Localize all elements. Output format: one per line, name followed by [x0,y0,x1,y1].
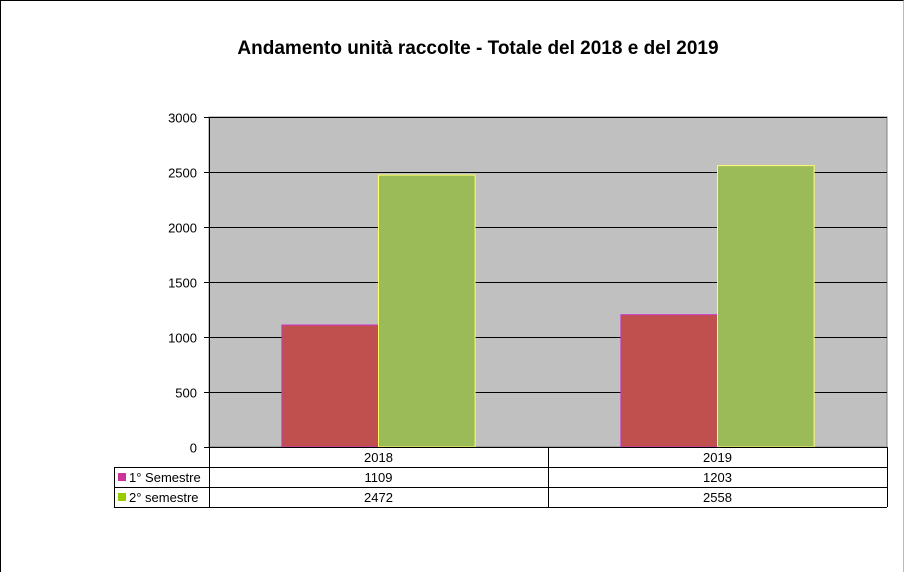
data-label: 1203 [703,470,732,485]
chart-title: Andamento unità raccolte - Totale del 20… [237,38,719,59]
y-tick-label: 500 [175,386,197,401]
legend-label: 1° Semestre [129,470,201,485]
data-label: 1109 [365,470,393,485]
data-label: 2472 [364,490,393,505]
y-tick-label: 2000 [168,221,197,236]
data-table: 2018 2019 1° Semestre 1109 1203 2° semestre 24… [114,447,888,508]
bar-2018-series-2 [378,174,476,448]
x-tick-label: 2019 [703,450,732,465]
x-tick-label: 2018 [364,450,393,465]
bar-2019-series-2 [717,165,815,448]
y-tick-label: 2500 [168,166,197,181]
bar-2018-series-1 [281,324,380,448]
plot-area: 0 500 1000 1500 2000 2500 3000 [168,111,888,456]
y-tick-label: 0 [190,441,197,456]
bar-2019-series-1 [620,314,719,448]
legend-key-series-2 [118,493,126,501]
data-label: 2558 [703,490,732,505]
y-tick-label: 3000 [168,111,197,126]
y-tick-label: 1000 [168,331,197,346]
legend-key-series-1 [118,473,126,481]
y-tick-label: 1500 [168,276,197,291]
legend-label: 2° semestre [129,490,199,505]
